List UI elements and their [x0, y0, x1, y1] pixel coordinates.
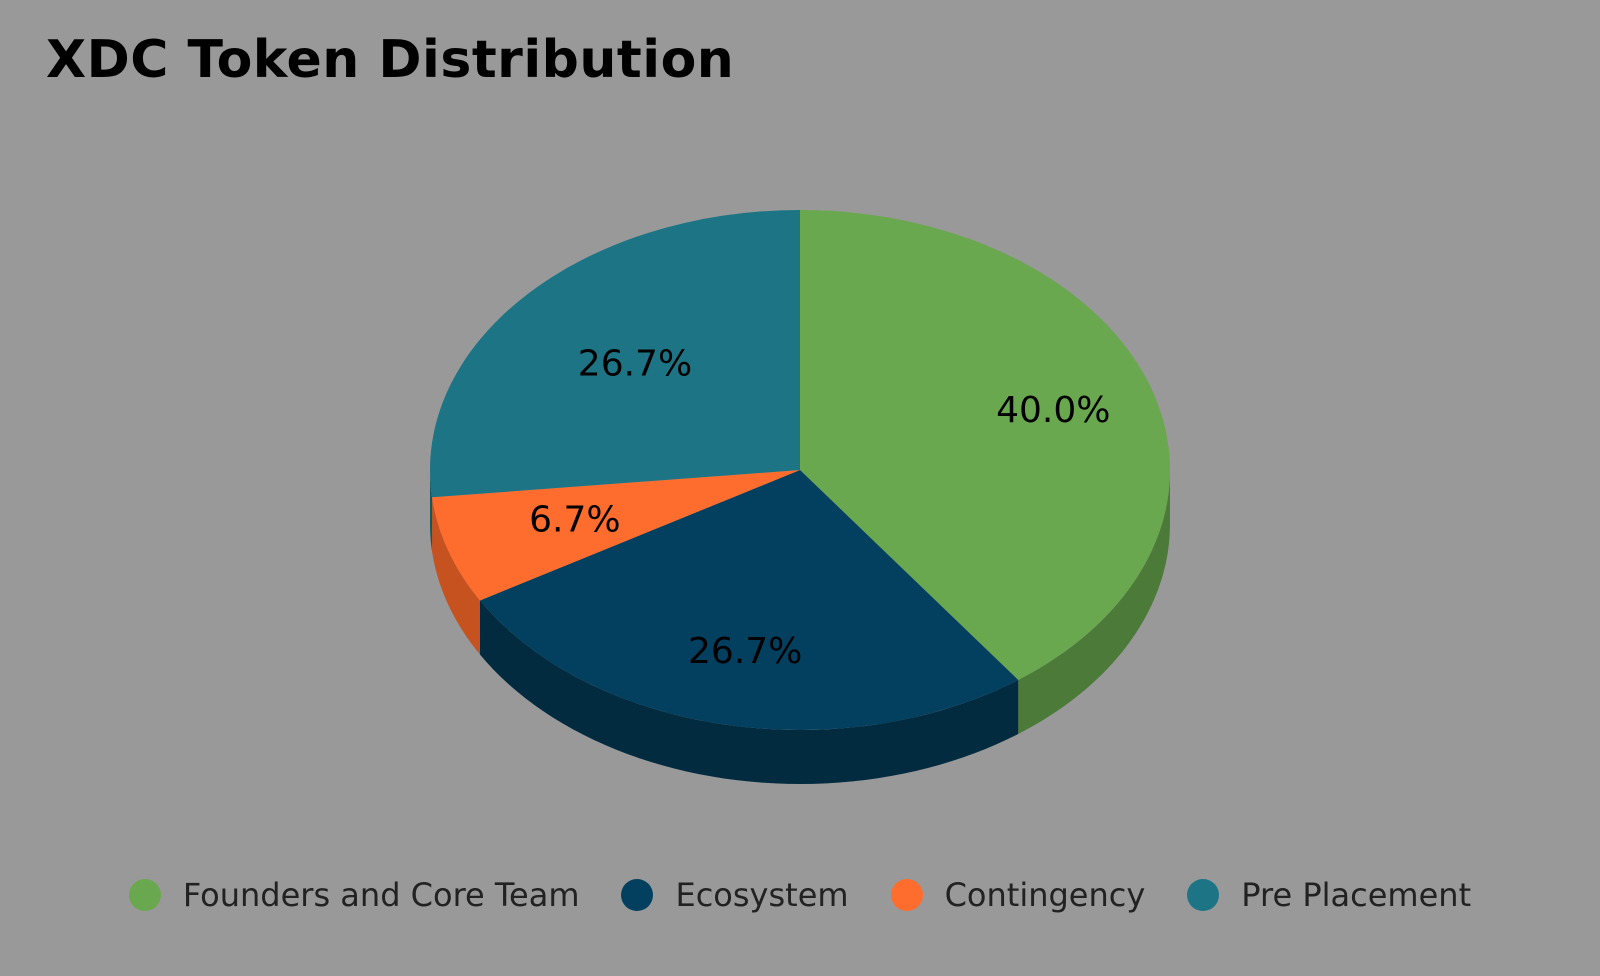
- pie-side-founders-and-core-team: [1018, 470, 1170, 734]
- pie-side-contingency: [432, 497, 480, 655]
- legend-label: Contingency: [944, 876, 1146, 914]
- pie-slices: [430, 210, 1170, 730]
- legend-item-ecosystem[interactable]: Ecosystem: [621, 876, 849, 914]
- pie-slice-pre-placement[interactable]: [430, 210, 800, 498]
- legend-label: Ecosystem: [675, 876, 849, 914]
- chart-title: XDC Token Distribution: [46, 30, 735, 90]
- legend-item-founders-and-core-team[interactable]: Founders and Core Team: [128, 876, 580, 914]
- data-label-founders-and-core-team: 40.0%: [996, 390, 1110, 431]
- legend-label: Founders and Core Team: [182, 876, 580, 914]
- pie-side-pre-placement: [430, 470, 433, 552]
- legend-item-contingency[interactable]: Contingency: [890, 876, 1146, 914]
- pie-slice-founders-and-core-team[interactable]: [800, 210, 1170, 680]
- legend-item-pre-placement[interactable]: Pre Placement: [1187, 876, 1471, 914]
- data-label-contingency: 6.7%: [529, 500, 620, 541]
- pie-slice-contingency[interactable]: [432, 470, 800, 601]
- data-label-ecosystem: 26.7%: [688, 631, 802, 672]
- legend-marker: [890, 879, 923, 911]
- data-label-pre-placement: 26.7%: [578, 344, 692, 385]
- legend-marker: [1187, 879, 1220, 911]
- pie-slice-ecosystem[interactable]: [479, 470, 1019, 730]
- legend-marker: [128, 879, 161, 911]
- pie-side-ecosystem: [479, 600, 1019, 784]
- pie-sides: [430, 470, 1170, 784]
- legend: Founders and Core Team Ecosystem Contingen…: [0, 876, 1600, 914]
- pie-data-labels: 40.0% 26.7% 6.7% 26.7%: [529, 344, 1110, 673]
- legend-label: Pre Placement: [1241, 876, 1472, 914]
- legend-marker: [621, 879, 654, 911]
